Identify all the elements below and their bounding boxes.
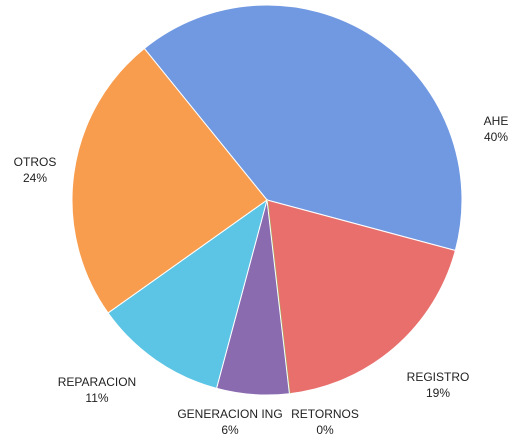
slice-value-label: 40% xyxy=(484,130,508,144)
pie-slice xyxy=(266,199,456,395)
slice-label: RETORNOS xyxy=(291,407,359,421)
slice-label: AHE xyxy=(484,114,509,128)
slice-value-label: 0% xyxy=(316,423,334,437)
slice-label: OTROS xyxy=(14,155,57,169)
slice-value-label: 6% xyxy=(221,423,239,437)
slice-value-label: 24% xyxy=(23,171,47,185)
pie-slice xyxy=(143,4,463,252)
pie-slice xyxy=(107,198,268,389)
slice-label: REPARACION xyxy=(58,375,136,389)
slice-value-label: 11% xyxy=(85,391,108,405)
slice-value-label: 19% xyxy=(426,386,450,400)
slice-label: GENERACION ING xyxy=(177,407,282,421)
pie-slice xyxy=(71,47,268,314)
slice-label: REGISTRO xyxy=(407,370,470,384)
